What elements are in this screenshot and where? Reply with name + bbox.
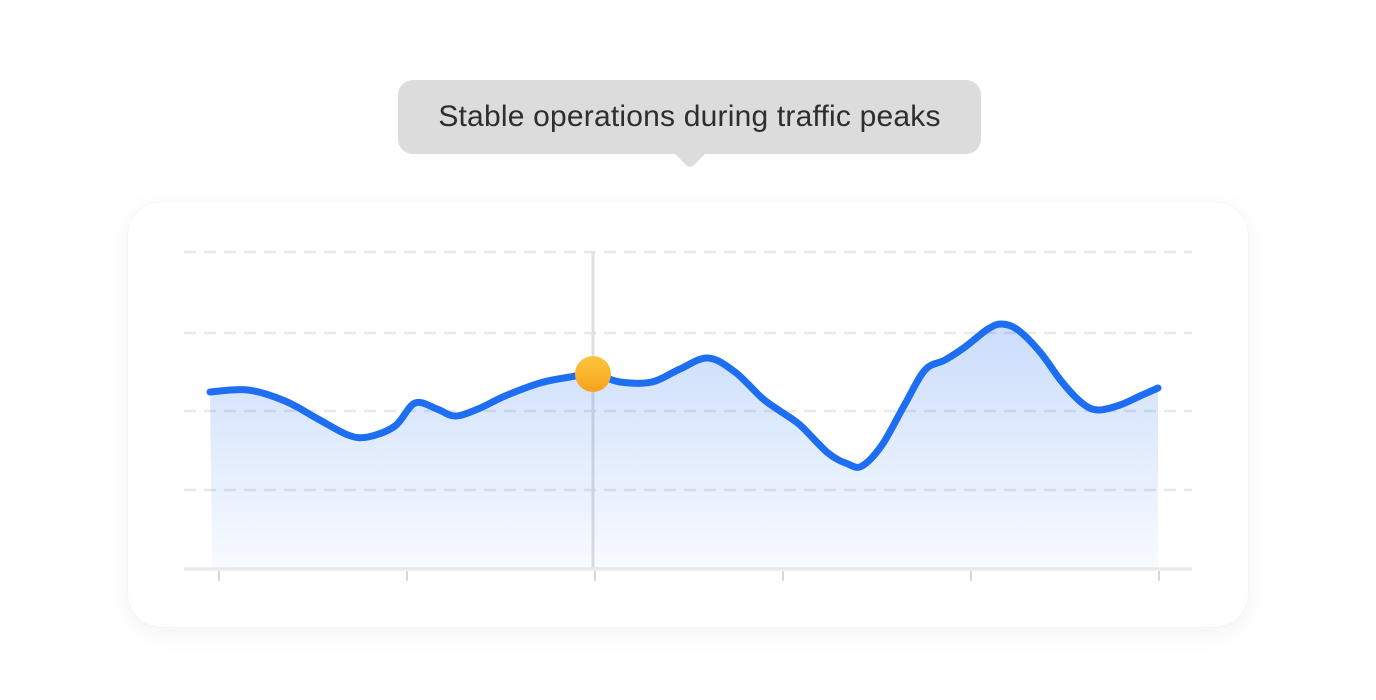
chart-card [128,202,1248,627]
series-area-fill [210,323,1158,569]
series-line [206,320,1162,471]
tooltip-caret [672,135,707,169]
traffic-chart[interactable] [128,202,1248,627]
highlight-marker[interactable] [575,356,611,392]
tooltip-text: Stable operations during traffic peaks [438,100,941,133]
tooltip-callout: Stable operations during traffic peaks [398,80,981,169]
